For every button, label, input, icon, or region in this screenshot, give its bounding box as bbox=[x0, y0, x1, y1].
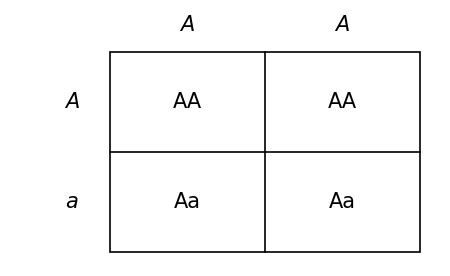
Bar bbox=[110, 52, 420, 252]
Text: Aa: Aa bbox=[329, 192, 356, 212]
Text: A: A bbox=[65, 92, 79, 112]
Text: A: A bbox=[335, 15, 350, 35]
Text: Aa: Aa bbox=[174, 192, 201, 212]
Text: A: A bbox=[180, 15, 194, 35]
Text: AA: AA bbox=[328, 92, 357, 112]
Text: a: a bbox=[66, 192, 78, 212]
Text: AA: AA bbox=[173, 92, 202, 112]
